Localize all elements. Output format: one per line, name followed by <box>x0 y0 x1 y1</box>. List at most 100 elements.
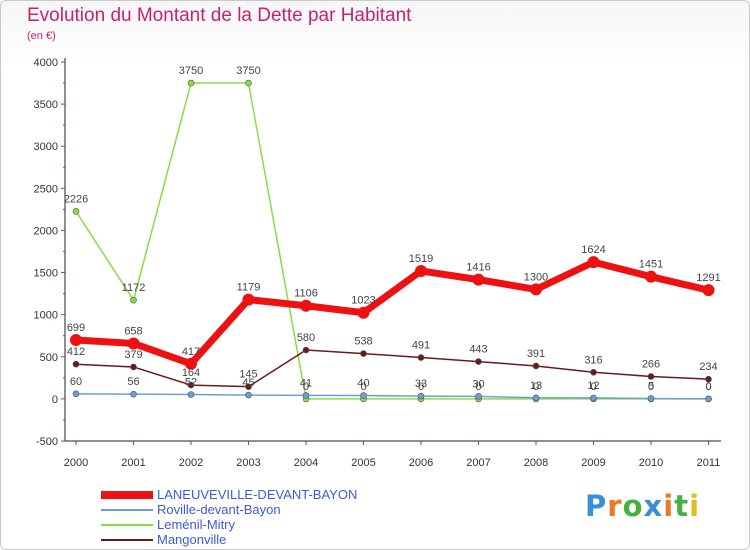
data-label-roville-devant-bayon: 40 <box>357 378 369 390</box>
unit-label: (en €) <box>27 30 56 42</box>
series-line-laneuveville-devant-bayon <box>72 258 712 368</box>
data-label-mangonville: 538 <box>354 336 372 348</box>
data-label-roville-devant-bayon: 56 <box>127 376 139 388</box>
data-point-mangonville <box>705 375 712 383</box>
data-label-roville-devant-bayon: 33 <box>415 378 427 390</box>
data-point-roville-devant-bayon <box>130 390 137 398</box>
legend: LANEUVEVILLE-DEVANT-BAYON Roville-devant-… <box>101 487 357 547</box>
data-label-lem-nil-mitry: 2226 <box>64 193 88 205</box>
data-point-laneuveville-devant-bayon <box>185 357 197 370</box>
data-label-mangonville: 580 <box>297 332 315 344</box>
y-tick-label: 1500 <box>34 268 58 280</box>
x-tick-label: 2010 <box>639 457 663 469</box>
data-label-laneuveville-devant-bayon: 1624 <box>581 244 605 256</box>
y-tick-label: -500 <box>36 436 58 448</box>
data-point-mangonville <box>302 346 310 354</box>
y-tick-label: 500 <box>40 352 58 364</box>
data-label-roville-devant-bayon: 41 <box>300 377 312 389</box>
data-point-laneuveville-devant-bayon <box>702 284 715 297</box>
x-tick-label: 2004 <box>294 457 318 469</box>
data-point-mangonville <box>417 354 425 361</box>
data-point-mangonville <box>647 373 655 380</box>
legend-item-laneuveville-devant-bayon: LANEUVEVILLE-DEVANT-BAYON <box>101 487 357 502</box>
y-tick-label: 2000 <box>34 225 58 237</box>
data-label-mangonville: 443 <box>469 344 487 356</box>
data-point-mangonville <box>72 360 80 368</box>
legend-label: Roville-devant-Bayon <box>157 502 281 517</box>
data-point-roville-devant-bayon <box>360 392 367 399</box>
legend-swatch <box>101 538 153 541</box>
x-tick-label: 2005 <box>351 457 375 469</box>
data-label-laneuveville-devant-bayon: 699 <box>67 322 85 334</box>
legend-swatch <box>101 523 153 526</box>
legend-label: Leménil-Mitry <box>157 517 236 532</box>
data-point-roville-devant-bayon <box>302 392 310 399</box>
data-point-lem-nil-mitry <box>130 296 137 304</box>
data-point-mangonville <box>590 368 597 376</box>
data-label-lem-nil-mitry: 0 <box>418 381 424 393</box>
data-point-roville-devant-bayon <box>245 391 252 399</box>
data-label-laneuveville-devant-bayon: 658 <box>124 325 142 337</box>
legend-label: Mangonville <box>157 532 227 547</box>
y-tick-label: 3500 <box>34 99 58 111</box>
data-label-lem-nil-mitry: 3750 <box>236 65 260 77</box>
data-point-lem-nil-mitry <box>72 208 80 215</box>
data-point-roville-devant-bayon <box>532 394 540 402</box>
data-label-mangonville: 164 <box>182 367 200 379</box>
data-point-mangonville <box>532 362 540 370</box>
x-tick-label: 2001 <box>121 457 145 469</box>
data-point-roville-devant-bayon <box>705 395 712 403</box>
series-line-mangonville <box>75 349 710 388</box>
data-point-lem-nil-mitry <box>245 79 252 87</box>
data-point-mangonville <box>475 358 482 365</box>
data-label-mangonville: 316 <box>584 354 602 366</box>
data-point-laneuveville-devant-bayon <box>242 293 255 306</box>
data-label-lem-nil-mitry: 0 <box>705 381 711 393</box>
data-label-roville-devant-bayon: 60 <box>70 376 82 388</box>
data-label-mangonville: 391 <box>527 348 545 360</box>
data-label-roville-devant-bayon: 12 <box>587 380 599 392</box>
data-label-roville-devant-bayon: 0 <box>705 381 711 393</box>
data-label-lem-nil-mitry: 0 <box>590 381 596 393</box>
data-label-lem-nil-mitry: 0 <box>475 381 481 393</box>
data-point-laneuveville-devant-bayon <box>530 283 542 296</box>
y-tick-label: 3000 <box>34 141 58 153</box>
data-label-roville-devant-bayon: 52 <box>185 377 197 389</box>
data-label-lem-nil-mitry: 1172 <box>122 282 146 294</box>
data-label-roville-devant-bayon: 5 <box>648 380 654 392</box>
data-label-laneuveville-devant-bayon: 1451 <box>639 259 663 271</box>
data-point-laneuveville-devant-bayon <box>127 337 140 350</box>
data-label-laneuveville-devant-bayon: 1291 <box>696 272 720 284</box>
x-tick-label: 2007 <box>466 457 490 469</box>
x-tick-label: 2008 <box>524 457 548 469</box>
data-point-roville-devant-bayon <box>417 392 425 400</box>
series-line-roville-devant-bayon <box>75 393 710 400</box>
data-point-roville-devant-bayon <box>590 394 597 402</box>
data-label-roville-devant-bayon: 13 <box>530 380 542 392</box>
data-label-mangonville: 266 <box>642 358 660 370</box>
data-label-laneuveville-devant-bayon: 1519 <box>409 253 433 265</box>
data-label-mangonville: 412 <box>67 346 85 358</box>
y-tick-label: 2500 <box>34 183 58 195</box>
data-point-roville-devant-bayon <box>475 393 482 400</box>
data-point-mangonville <box>360 350 367 357</box>
data-point-laneuveville-devant-bayon <box>70 334 82 347</box>
proxiti-logo: Proxiti <box>585 489 701 523</box>
data-label-lem-nil-mitry: 0 <box>648 381 654 393</box>
x-tick-label: 2000 <box>64 457 88 469</box>
data-label-lem-nil-mitry: 3750 <box>179 65 203 77</box>
y-tick-label: 0 <box>52 394 58 406</box>
data-point-laneuveville-devant-bayon <box>300 299 312 312</box>
data-point-mangonville <box>187 381 195 389</box>
data-point-laneuveville-devant-bayon <box>645 270 657 283</box>
page-title: Evolution du Montant de la Dette par Hab… <box>27 5 412 26</box>
data-label-mangonville: 234 <box>699 361 717 373</box>
data-point-mangonville <box>130 363 137 371</box>
legend-item-lem-nil-mitry: Leménil-Mitry <box>101 517 357 532</box>
data-point-roville-devant-bayon <box>647 395 655 402</box>
data-label-lem-nil-mitry: 0 <box>360 381 366 393</box>
data-label-roville-devant-bayon: 45 <box>242 377 254 389</box>
data-point-laneuveville-devant-bayon <box>587 256 600 269</box>
data-label-laneuveville-devant-bayon: 1300 <box>524 271 548 283</box>
data-point-laneuveville-devant-bayon <box>415 264 427 277</box>
